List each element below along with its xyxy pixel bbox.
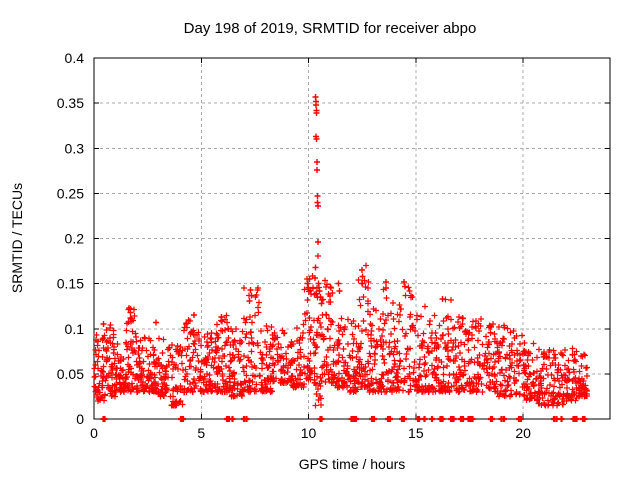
axis-ticks <box>93 57 610 420</box>
grid-lines <box>94 58 610 419</box>
x-tick-label: 20 <box>515 425 531 441</box>
data-points <box>91 253 590 409</box>
chart-title: Day 198 of 2019, SRMTID for receiver abp… <box>184 20 477 37</box>
y-tick-label: 0.1 <box>65 321 85 337</box>
y-tick-label: 0.05 <box>57 366 84 382</box>
y-axis-label: SRMTID / TECUs <box>9 183 25 293</box>
x-tick-label: 15 <box>408 425 424 441</box>
x-tick-label: 10 <box>301 425 317 441</box>
y-tick-label: 0.15 <box>57 276 84 292</box>
tick-labels: 0 5 10 15 20 0 0.05 0.1 0.15 0.2 0.25 0.3 0.35 0.4 <box>57 50 531 441</box>
y-tick-label: 0.35 <box>57 95 84 111</box>
outlier-points <box>100 94 446 327</box>
zero-line-points <box>100 416 588 422</box>
x-tick-label: 0 <box>90 425 98 441</box>
y-tick-label: 0.2 <box>65 231 85 247</box>
y-tick-label: 0.4 <box>65 50 85 66</box>
y-tick-label: 0 <box>76 411 84 427</box>
x-tick-label: 5 <box>197 425 205 441</box>
x-axis-label: GPS time / hours <box>299 456 406 472</box>
y-tick-label: 0.25 <box>57 185 84 201</box>
y-tick-label: 0.3 <box>65 140 85 156</box>
